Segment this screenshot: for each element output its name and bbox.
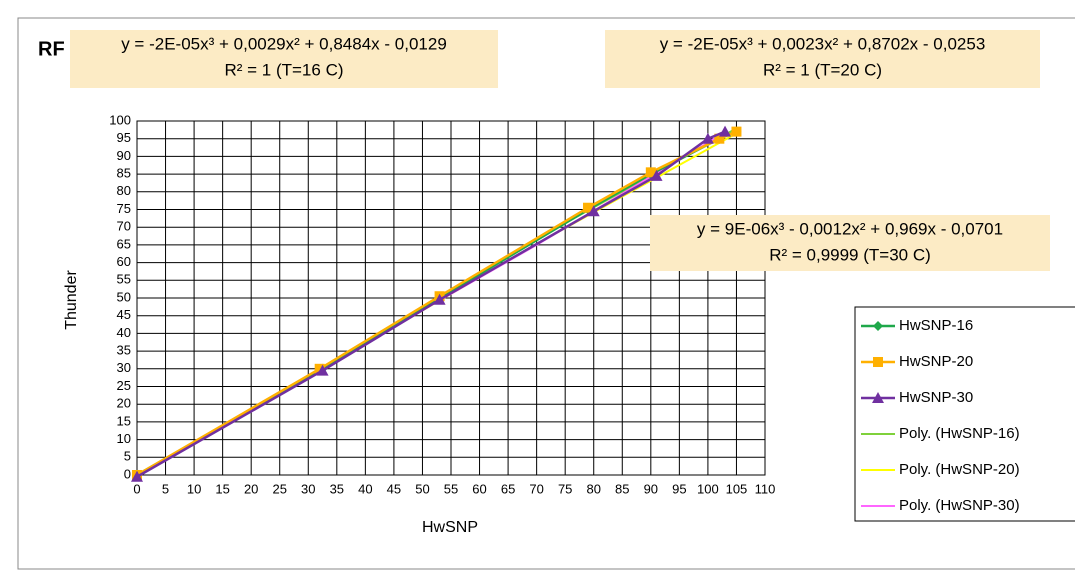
y-tick-label: 25: [117, 378, 131, 393]
y-tick-label: 30: [117, 360, 131, 375]
marker: [873, 321, 883, 331]
x-tick-label: 65: [501, 481, 515, 496]
marker: [131, 470, 143, 482]
y-tick-label: 5: [124, 449, 131, 464]
y-tick-label: 50: [117, 289, 131, 304]
annotation-text: y = -2E-05x³ + 0,0023x² + 0,8702x - 0,02…: [660, 34, 986, 53]
marker: [731, 126, 742, 137]
x-tick-label: 0: [133, 481, 140, 496]
y-tick-label: 95: [117, 130, 131, 145]
marker: [314, 363, 325, 374]
annotation-text: R² = 1 (T=16 C): [224, 60, 343, 79]
legend-label: HwSNP-30: [899, 389, 973, 406]
y-tick-label: 90: [117, 148, 131, 163]
annotation-text: y = 9E-06x³ - 0,0012x² + 0,969x - 0,0701: [697, 219, 1003, 238]
annotation-text: R² = 1 (T=20 C): [763, 60, 882, 79]
annotation-text: y = -2E-05x³ + 0,0029x² + 0,8484x - 0,01…: [121, 34, 447, 53]
x-axis-label: HwSNP: [422, 519, 478, 536]
x-tick-label: 100: [697, 481, 719, 496]
legend-label: Poly. (HwSNP-16): [899, 425, 1020, 442]
y-tick-label: 0: [124, 466, 131, 481]
y-tick-label: 100: [109, 112, 131, 127]
marker: [873, 357, 883, 367]
marker: [714, 133, 725, 144]
legend-label: Poly. (HwSNP-30): [899, 497, 1020, 514]
chart-title: RF: [38, 38, 65, 60]
y-tick-label: 85: [117, 166, 131, 181]
y-tick-label: 10: [117, 431, 131, 446]
x-tick-label: 30: [301, 481, 315, 496]
y-tick-label: 75: [117, 201, 131, 216]
y-tick-label: 70: [117, 219, 131, 234]
x-tick-label: 25: [272, 481, 286, 496]
y-tick-label: 15: [117, 413, 131, 428]
y-tick-label: 55: [117, 272, 131, 287]
legend-label: Poly. (HwSNP-20): [899, 461, 1020, 478]
annotation-text: R² = 0,9999 (T=30 C): [769, 245, 931, 264]
x-tick-label: 40: [358, 481, 372, 496]
legend-box: [854, 306, 1075, 522]
marker: [316, 364, 329, 376]
x-tick-label: 85: [615, 481, 629, 496]
y-tick-label: 40: [117, 325, 131, 340]
x-tick-label: 20: [244, 481, 258, 496]
y-tick-label: 80: [117, 183, 131, 198]
x-tick-label: 90: [644, 481, 658, 496]
x-tick-label: 5: [162, 481, 169, 496]
x-tick-label: 80: [586, 481, 600, 496]
x-tick-label: 110: [755, 481, 776, 496]
x-tick-label: 95: [672, 481, 686, 496]
marker: [719, 125, 732, 137]
marker: [645, 167, 656, 178]
legend-label: HwSNP-20: [899, 353, 973, 370]
x-tick-label: 55: [444, 481, 458, 496]
x-tick-label: 10: [187, 481, 201, 496]
x-tick-label: 50: [415, 481, 429, 496]
annotation-box: [70, 30, 498, 88]
y-tick-label: 60: [117, 254, 131, 269]
y-tick-label: 65: [117, 236, 131, 251]
annotation-box: [650, 215, 1050, 271]
marker: [433, 293, 446, 305]
x-tick-label: 15: [215, 481, 229, 496]
x-tick-label: 75: [558, 481, 572, 496]
x-tick-label: 70: [529, 481, 543, 496]
y-axis-label: Thunder: [63, 270, 80, 330]
marker: [872, 392, 884, 403]
marker: [650, 169, 663, 181]
y-tick-label: 20: [117, 396, 131, 411]
marker: [701, 132, 714, 144]
y-tick-label: 35: [117, 343, 131, 358]
x-tick-label: 45: [387, 481, 401, 496]
marker: [583, 202, 594, 213]
x-tick-label: 35: [330, 481, 344, 496]
annotation-box: [605, 30, 1040, 88]
x-tick-label: 105: [726, 481, 748, 496]
y-tick-label: 45: [117, 307, 131, 322]
marker: [587, 205, 600, 217]
legend-label: HwSNP-16: [899, 317, 973, 334]
x-tick-label: 60: [472, 481, 486, 496]
